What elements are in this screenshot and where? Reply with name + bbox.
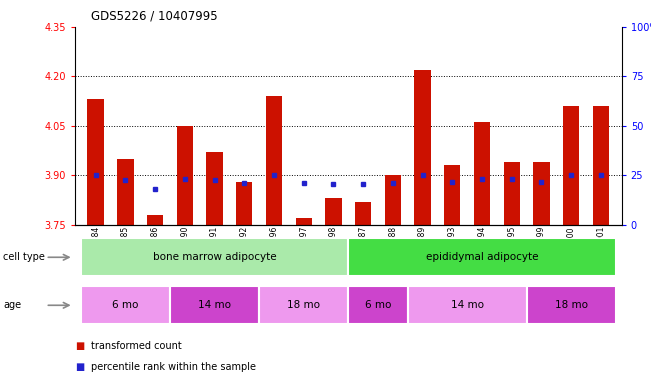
Bar: [296, 218, 312, 225]
Bar: [355, 202, 371, 225]
Bar: [474, 122, 490, 225]
Bar: [259, 286, 348, 324]
Bar: [147, 215, 163, 225]
Bar: [444, 166, 460, 225]
Bar: [87, 99, 104, 225]
Bar: [117, 159, 133, 225]
Text: transformed count: transformed count: [91, 341, 182, 351]
Bar: [348, 286, 408, 324]
Bar: [81, 238, 348, 276]
Bar: [533, 162, 549, 225]
Bar: [81, 286, 170, 324]
Text: 14 mo: 14 mo: [450, 300, 484, 310]
Text: 6 mo: 6 mo: [112, 300, 139, 310]
Bar: [592, 106, 609, 225]
Text: GDS5226 / 10407995: GDS5226 / 10407995: [91, 10, 218, 23]
Bar: [527, 286, 616, 324]
Text: 18 mo: 18 mo: [555, 300, 588, 310]
Text: age: age: [3, 300, 21, 310]
Text: epididymal adipocyte: epididymal adipocyte: [426, 252, 538, 262]
Bar: [170, 286, 259, 324]
Bar: [385, 175, 401, 225]
Bar: [326, 198, 342, 225]
Bar: [206, 152, 223, 225]
Text: bone marrow adipocyte: bone marrow adipocyte: [153, 252, 277, 262]
Bar: [563, 106, 579, 225]
Text: 18 mo: 18 mo: [287, 300, 320, 310]
Text: 6 mo: 6 mo: [365, 300, 391, 310]
Bar: [266, 96, 282, 225]
Bar: [348, 238, 616, 276]
Bar: [415, 70, 431, 225]
Bar: [408, 286, 527, 324]
Bar: [236, 182, 253, 225]
Text: ■: ■: [75, 362, 84, 372]
Text: 14 mo: 14 mo: [198, 300, 231, 310]
Text: percentile rank within the sample: percentile rank within the sample: [91, 362, 256, 372]
Bar: [176, 126, 193, 225]
Bar: [504, 162, 520, 225]
Text: ■: ■: [75, 341, 84, 351]
Text: cell type: cell type: [3, 252, 45, 262]
